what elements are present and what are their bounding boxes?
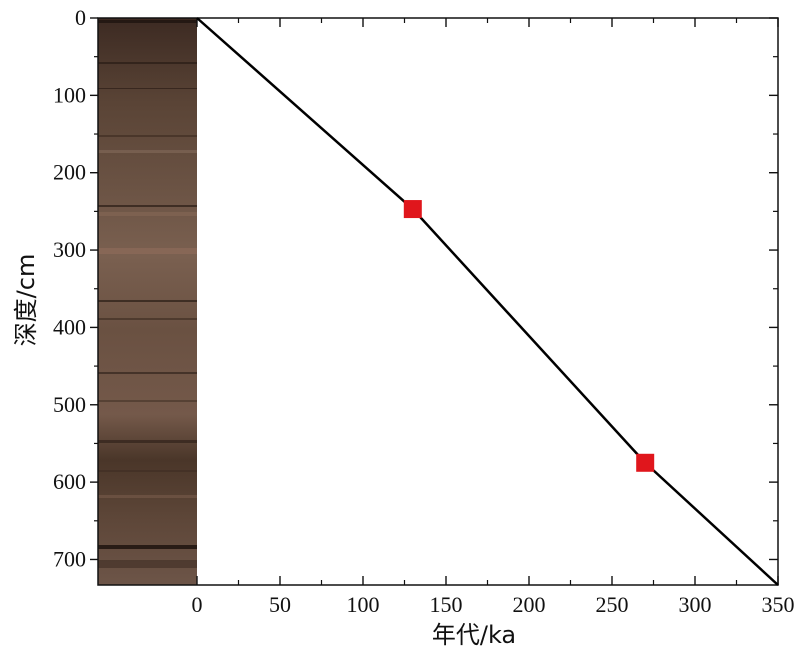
dating-markers bbox=[403, 200, 655, 472]
core-band bbox=[98, 300, 197, 302]
dating-marker bbox=[403, 200, 422, 219]
core-band bbox=[98, 495, 197, 498]
y-tick-label: 0 bbox=[75, 5, 86, 30]
core-bands bbox=[98, 20, 197, 568]
core-photo bbox=[98, 18, 197, 585]
y-axis-title: 深度/cm bbox=[12, 254, 40, 347]
y-tick-label: 100 bbox=[53, 82, 86, 107]
core-band bbox=[98, 248, 197, 254]
core-band bbox=[98, 318, 197, 320]
core-band bbox=[98, 135, 197, 137]
core-band bbox=[98, 150, 197, 153]
y-tick-label: 600 bbox=[53, 469, 86, 494]
core-band bbox=[98, 372, 197, 374]
x-axis-title: 年代/ka bbox=[432, 621, 516, 649]
y-tick-label: 700 bbox=[53, 546, 86, 571]
core-band bbox=[98, 560, 197, 568]
x-tick-label: 150 bbox=[430, 592, 463, 617]
core-band bbox=[98, 440, 197, 443]
x-tick-label: 250 bbox=[596, 592, 629, 617]
core-band bbox=[98, 400, 197, 402]
y-tick-label: 200 bbox=[53, 160, 86, 185]
x-tick-label: 50 bbox=[269, 592, 291, 617]
core-band bbox=[98, 88, 197, 89]
axis-ticks: 0 50 100 150 200 250 300 350 0 100 200 300 400 500 600… bbox=[53, 5, 795, 617]
age-depth-line bbox=[196, 17, 779, 586]
y-tick-label: 400 bbox=[53, 314, 86, 339]
x-tick-label: 300 bbox=[679, 592, 712, 617]
core-band bbox=[98, 62, 197, 64]
y-tick-label: 300 bbox=[53, 237, 86, 262]
x-tick-label: 100 bbox=[347, 592, 380, 617]
plot-frame bbox=[97, 17, 779, 586]
y-tick-label: 500 bbox=[53, 392, 86, 417]
x-tick-label: 200 bbox=[513, 592, 546, 617]
core-band bbox=[98, 212, 197, 216]
series-layer bbox=[196, 17, 779, 586]
dating-marker bbox=[636, 453, 655, 472]
x-tick-label: 350 bbox=[762, 592, 795, 617]
core-band bbox=[98, 470, 197, 472]
core-band bbox=[98, 545, 197, 549]
core-band bbox=[98, 20, 197, 23]
x-tick-label: 0 bbox=[192, 592, 203, 617]
core-band bbox=[98, 205, 197, 207]
